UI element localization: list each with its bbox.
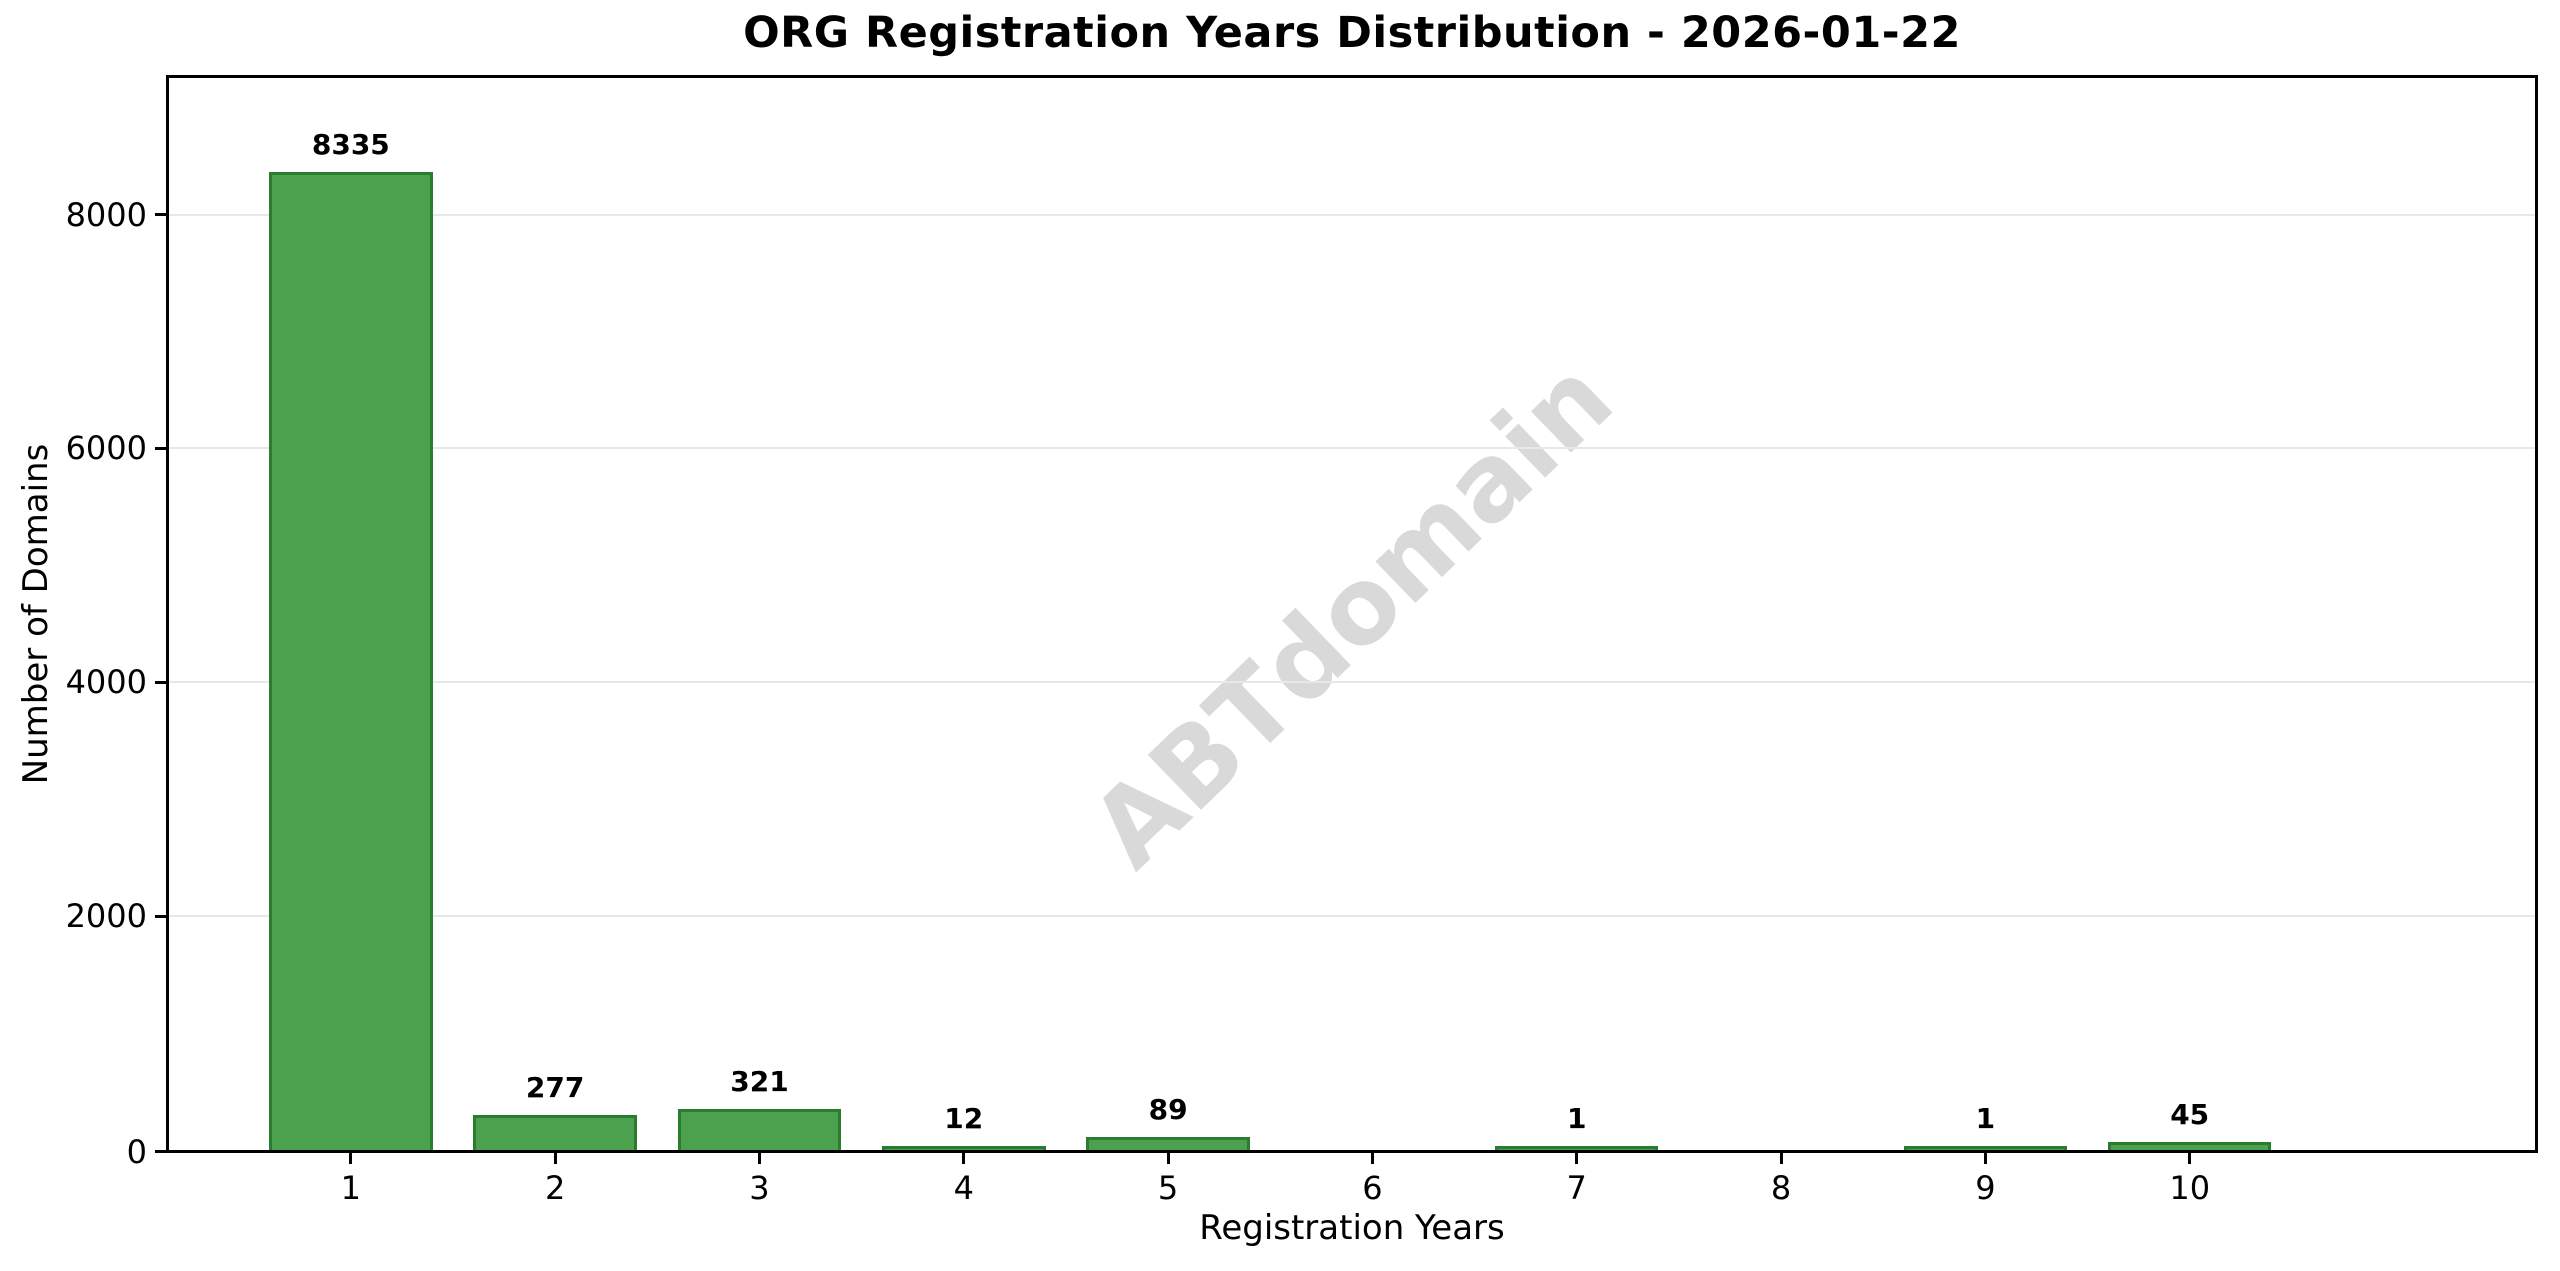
x-tick-mark-6 [1370,1153,1374,1164]
bar-year-3 [677,1109,842,1150]
plot-area: ABTdomain 8335 277 321 12 89 1 1 45 [166,75,2538,1153]
bar-year-1 [269,172,433,1150]
x-tick-label-6: 6 [1362,1169,1383,1207]
x-axis-label: Registration Years [1199,1208,1505,1248]
bar-year-5 [1086,1136,1250,1150]
bar-value-label-year-4: 12 [944,1101,984,1135]
x-tick-mark-10 [2188,1153,2192,1164]
x-tick-mark-2 [553,1153,557,1164]
bar-year-7 [1495,1146,1659,1150]
y-tick-label-0: 0 [126,1132,147,1171]
x-tick-mark-9 [1983,1153,1987,1164]
x-tick-label-9: 9 [1975,1169,1996,1207]
bar-value-label-year-7: 1 [1566,1102,1587,1135]
x-tick-mark-7 [1575,1153,1579,1164]
y-axis-label: Number of Domains [16,443,56,785]
y-tick-label-4000: 4000 [65,663,147,702]
bar-value-label-year-1: 8335 [311,128,390,162]
bar-value-label-year-3: 321 [730,1065,789,1099]
x-tick-mark-8 [1779,1153,1783,1164]
bar-year-10 [2107,1141,2272,1150]
y-tick-mark-4000 [155,680,166,684]
bar-value-label-year-5: 89 [1148,1092,1188,1126]
x-tick-label-1: 1 [340,1169,362,1207]
x-tick-label-10: 10 [2169,1169,2211,1207]
x-tick-label-8: 8 [1770,1169,1792,1207]
gridline-y-8000 [169,213,2535,216]
y-tick-mark-6000 [155,446,166,450]
y-tick-mark-0 [155,1150,166,1153]
watermark-text: ABTdomain [1068,336,1636,892]
y-tick-mark-8000 [155,213,166,217]
y-tick-label-2000: 2000 [65,897,147,936]
x-tick-label-3: 3 [749,1169,770,1207]
bar-year-4 [882,1145,1046,1150]
x-tick-label-2: 2 [544,1169,566,1207]
x-tick-label-4: 4 [953,1169,974,1207]
y-tick-label-6000: 6000 [65,429,147,468]
bar-value-label-year-10: 45 [2170,1097,2210,1131]
gridline-y-2000 [169,915,2535,918]
bar-value-label-year-2: 277 [525,1070,585,1104]
x-tick-mark-5 [1166,1153,1170,1164]
chart-title: ORG Registration Years Distribution - 20… [743,8,1961,58]
x-tick-mark-1 [349,1153,353,1164]
plot-inner: ABTdomain 8335 277 321 12 89 1 1 45 [169,78,2535,1150]
x-tick-label-7: 7 [1566,1169,1587,1207]
gridline-y-6000 [169,447,2535,450]
bar-year-2 [473,1114,637,1150]
gridline-y-4000 [169,681,2535,684]
x-tick-mark-3 [757,1153,761,1164]
x-tick-mark-4 [962,1153,966,1164]
bar-year-9 [1903,1146,2068,1150]
bar-value-label-year-9: 1 [1975,1102,1996,1135]
x-tick-label-5: 5 [1157,1169,1179,1207]
y-tick-mark-2000 [155,914,166,918]
y-tick-label-8000: 8000 [65,195,147,234]
